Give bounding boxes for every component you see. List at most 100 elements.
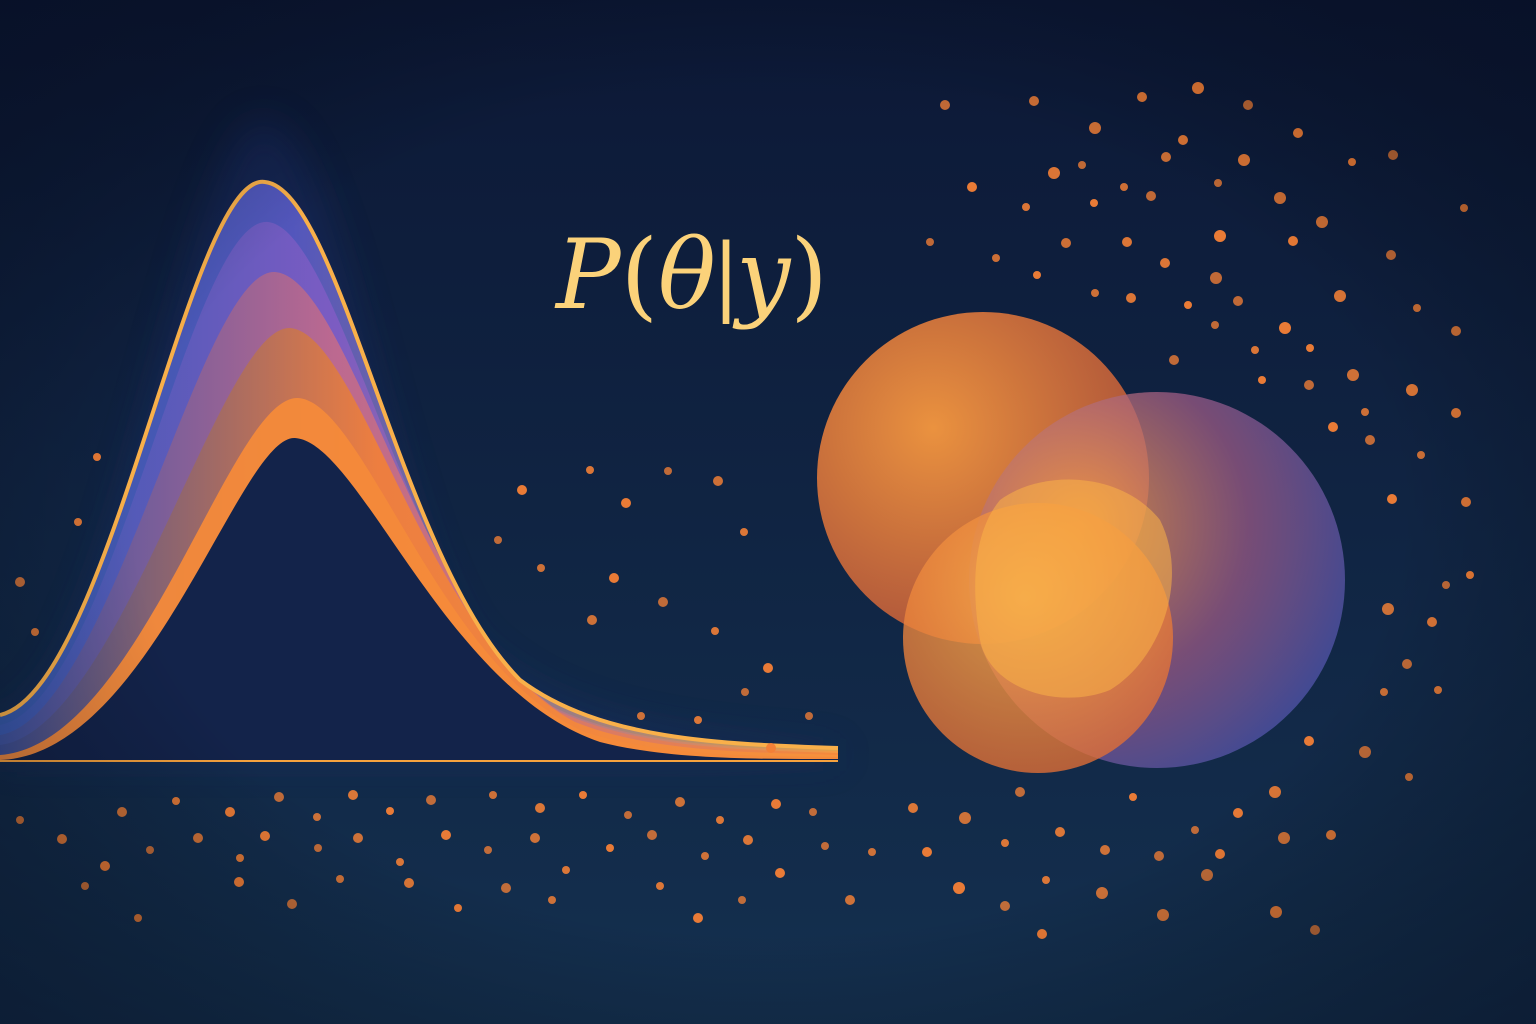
scatter-dot bbox=[1048, 167, 1060, 179]
scatter-dot bbox=[1386, 250, 1396, 260]
scatter-dot bbox=[1015, 787, 1025, 797]
scatter-dot bbox=[236, 854, 244, 862]
scatter-dot bbox=[586, 466, 594, 474]
scatter-dot bbox=[926, 238, 934, 246]
scatter-dot bbox=[134, 914, 142, 922]
scatter-dot bbox=[967, 182, 977, 192]
scatter-dot bbox=[1238, 154, 1250, 166]
formula-function: P bbox=[556, 219, 621, 331]
scatter-dot bbox=[353, 833, 363, 843]
scatter-dot bbox=[740, 528, 748, 536]
scatter-dot bbox=[1233, 296, 1243, 306]
scatter-dot bbox=[1293, 128, 1303, 138]
scatter-dot bbox=[637, 712, 645, 720]
scatter-dot bbox=[1243, 100, 1253, 110]
scatter-dot bbox=[1382, 603, 1394, 615]
scatter-dot bbox=[1387, 494, 1397, 504]
scatter-dot bbox=[711, 627, 719, 635]
scatter-dot bbox=[313, 813, 321, 821]
scatter-dot bbox=[647, 830, 657, 840]
scatter-dot bbox=[1001, 839, 1009, 847]
scatter-dot bbox=[74, 518, 82, 526]
scatter-dot bbox=[922, 847, 932, 857]
scatter-dot bbox=[1169, 355, 1179, 365]
scatter-dot bbox=[1146, 191, 1156, 201]
scatter-dot bbox=[1270, 906, 1282, 918]
scatter-dot bbox=[1405, 773, 1413, 781]
scatter-dot bbox=[1269, 786, 1281, 798]
scatter-dot bbox=[908, 803, 918, 813]
scatter-dot bbox=[741, 688, 749, 696]
scatter-dot bbox=[146, 846, 154, 854]
scatter-dot bbox=[1288, 236, 1298, 246]
scatter-dot bbox=[1210, 272, 1222, 284]
scatter-dot bbox=[959, 812, 971, 824]
scatter-dot bbox=[1334, 290, 1346, 302]
scatter-dot bbox=[1120, 183, 1128, 191]
scatter-dot bbox=[694, 716, 702, 724]
scatter-dot bbox=[1406, 384, 1418, 396]
scatter-dot bbox=[1442, 581, 1450, 589]
formula-close-paren: ) bbox=[790, 219, 828, 331]
scatter-dot bbox=[1096, 887, 1108, 899]
scatter-dot bbox=[31, 628, 39, 636]
scatter-dot bbox=[1089, 122, 1101, 134]
scatter-dot bbox=[1460, 204, 1468, 212]
scatter-dot bbox=[193, 833, 203, 843]
scatter-dot bbox=[1365, 435, 1375, 445]
scatter-dot bbox=[1359, 746, 1371, 758]
scatter-dot bbox=[656, 882, 664, 890]
scatter-dot bbox=[1122, 237, 1132, 247]
scatter-dot bbox=[1279, 322, 1291, 334]
scatter-dot bbox=[535, 803, 545, 813]
scatter-dot bbox=[260, 831, 270, 841]
scatter-dot bbox=[1042, 876, 1050, 884]
scatter-dot bbox=[1126, 293, 1136, 303]
scatter-dot bbox=[675, 797, 685, 807]
scatter-dot bbox=[953, 882, 965, 894]
scatter-dot bbox=[348, 790, 358, 800]
scatter-dot bbox=[1091, 289, 1099, 297]
scatter-dot bbox=[821, 842, 829, 850]
scatter-dot bbox=[664, 467, 672, 475]
scatter-dot bbox=[1348, 158, 1356, 166]
scatter-dot bbox=[172, 797, 180, 805]
scatter-dot bbox=[396, 858, 404, 866]
scatter-dot bbox=[1274, 192, 1286, 204]
scatter-dot bbox=[1233, 808, 1243, 818]
scatter-dot bbox=[621, 498, 631, 508]
scatter-dot bbox=[1191, 826, 1199, 834]
scatter-dot bbox=[404, 878, 414, 888]
scatter-dot bbox=[274, 792, 284, 802]
scatter-dot bbox=[1033, 271, 1041, 279]
scatter-dot bbox=[1451, 326, 1461, 336]
scatter-dot bbox=[336, 875, 344, 883]
scatter-dot bbox=[81, 882, 89, 890]
scatter-dot bbox=[530, 833, 540, 843]
scatter-dot bbox=[537, 564, 545, 572]
scatter-dot bbox=[1214, 230, 1226, 242]
scatter-dot bbox=[1451, 408, 1461, 418]
scatter-dot bbox=[1178, 135, 1188, 145]
scatter-dot bbox=[1214, 179, 1222, 187]
scatter-dot bbox=[658, 597, 668, 607]
scatter-dot bbox=[441, 830, 451, 840]
scatter-dot bbox=[771, 799, 781, 809]
scatter-dot bbox=[1434, 686, 1442, 694]
scatter-dot bbox=[1154, 851, 1164, 861]
scatter-dot bbox=[1258, 376, 1266, 384]
scatter-dot bbox=[1029, 96, 1039, 106]
scatter-dot bbox=[1417, 451, 1425, 459]
scatter-dot bbox=[117, 807, 127, 817]
formula-parameter: θ bbox=[658, 219, 716, 331]
scatter-dot bbox=[587, 615, 597, 625]
scatter-dot bbox=[1215, 849, 1225, 859]
scatter-dot bbox=[738, 896, 746, 904]
scatter-dot bbox=[1129, 793, 1137, 801]
scatter-dot bbox=[701, 852, 709, 860]
scatter-dot bbox=[1413, 304, 1421, 312]
scatter-dot bbox=[579, 791, 587, 799]
scatter-dot bbox=[743, 835, 753, 845]
scatter-dot bbox=[15, 577, 25, 587]
